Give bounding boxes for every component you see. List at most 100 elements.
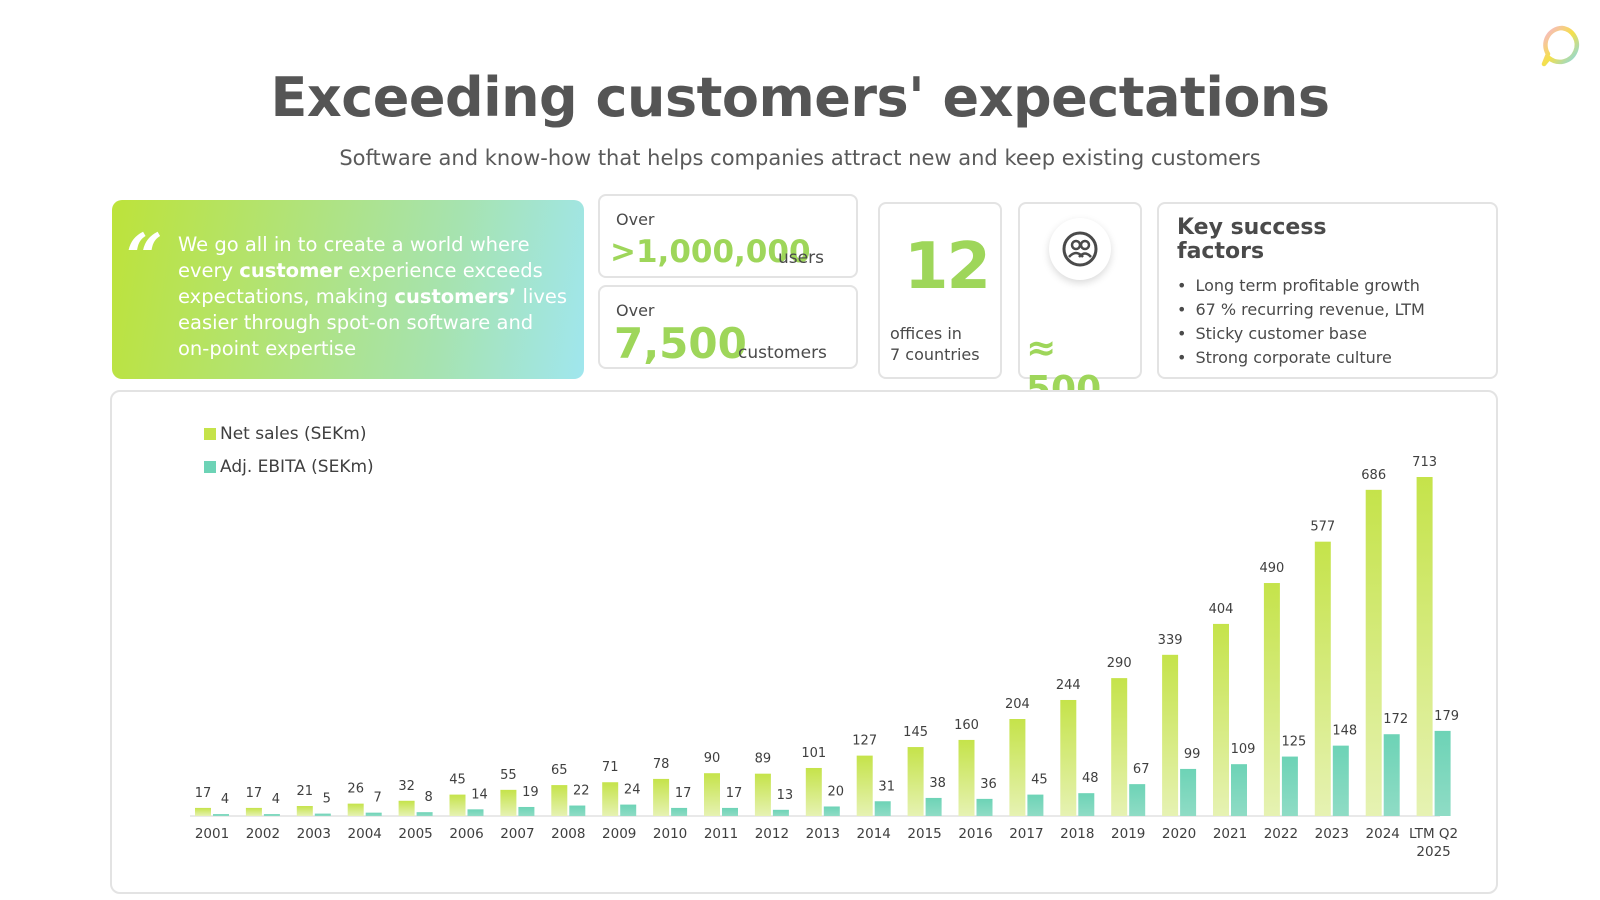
data-label-ebita: 38: [929, 776, 946, 791]
data-label-ebita: 48: [1082, 771, 1099, 786]
bar-ebita: [1027, 794, 1044, 816]
bar-ebita: [569, 805, 586, 816]
bar-ebita: [1129, 784, 1146, 816]
kpi-users-value: >1,000,000: [610, 234, 811, 270]
kpi-customers-unit: customers: [738, 343, 827, 363]
x-tick-label: 2001: [195, 826, 229, 842]
data-label-ebita: 7: [374, 791, 382, 806]
data-label-net-sales: 204: [1005, 697, 1030, 712]
bar-ebita: [772, 809, 789, 816]
x-tick-label: 2004: [348, 826, 382, 842]
bar-ebita: [976, 798, 993, 816]
bar-ebita: [518, 806, 535, 816]
data-label-ebita: 20: [828, 784, 845, 799]
legend-swatch-net-sales: [204, 428, 216, 440]
data-label-net-sales: 577: [1310, 520, 1335, 535]
bar-net-sales: [1009, 719, 1026, 816]
x-tick-label: 2015: [907, 826, 941, 842]
data-label-net-sales: 78: [653, 757, 670, 772]
key-success-title-line: factors: [1177, 239, 1265, 264]
quote-emphasis: customer: [239, 259, 343, 282]
bar-net-sales: [1111, 678, 1128, 816]
bar-ebita: [874, 801, 891, 816]
kpi-offices-label-2: 7 countries: [890, 345, 980, 364]
x-tick-label: 2005: [398, 826, 432, 842]
bar-ebita: [467, 809, 484, 816]
x-tick-label: 2010: [653, 826, 687, 842]
data-label-net-sales: 65: [551, 763, 568, 778]
bar-ebita: [1383, 734, 1400, 816]
x-tick-label: 2013: [806, 826, 840, 842]
mission-quote-card: “ We go all in to create a world where e…: [112, 200, 584, 379]
data-label-net-sales: 21: [297, 784, 314, 799]
x-tick-label: 2009: [602, 826, 636, 842]
data-label-net-sales: 339: [1158, 633, 1183, 648]
data-label-net-sales: 290: [1107, 656, 1132, 671]
x-tick-label: 2016: [958, 826, 992, 842]
x-tick-label: LTM Q2: [1409, 826, 1458, 842]
data-label-net-sales: 17: [246, 786, 263, 801]
key-success-title: Key success factors: [1177, 216, 1377, 264]
bar-ebita: [671, 807, 688, 816]
page-title: Exceeding customers' expectations: [270, 66, 1330, 129]
data-label-net-sales: 490: [1259, 561, 1284, 576]
company-logo: [1541, 25, 1579, 67]
bar-net-sales: [1365, 489, 1382, 816]
key-success-factors-card: Key success factors Long term profitable…: [1157, 202, 1498, 379]
x-tick-label: 2019: [1111, 826, 1145, 842]
bar-net-sales: [754, 773, 771, 816]
bar-net-sales: [958, 739, 975, 816]
data-label-ebita: 13: [777, 788, 794, 803]
x-tick-label: 2025: [1416, 844, 1450, 860]
data-label-ebita: 148: [1332, 724, 1357, 739]
x-tick-label: 2003: [297, 826, 331, 842]
bar-net-sales: [245, 807, 262, 816]
data-label-net-sales: 160: [954, 718, 979, 733]
data-label-net-sales: 145: [903, 725, 928, 740]
x-tick-label: 2008: [551, 826, 585, 842]
quote-part: lives easier through spot-on software an…: [178, 285, 568, 360]
bar-net-sales: [856, 755, 873, 816]
data-label-net-sales: 32: [398, 779, 415, 794]
data-label-ebita: 4: [272, 792, 280, 807]
data-label-ebita: 99: [1184, 747, 1201, 762]
data-label-net-sales: 55: [500, 768, 517, 783]
legend-ebita: Adj. EBITA (SEKm): [204, 457, 374, 477]
bar-net-sales: [907, 747, 924, 816]
bar-net-sales: [1314, 541, 1331, 816]
quote-part: experience exceeds expectations, making: [178, 259, 543, 308]
data-label-ebita: 19: [522, 785, 539, 800]
data-label-ebita: 5: [323, 792, 331, 807]
legend-net-sales: Net sales (SEKm): [204, 424, 366, 444]
data-label-ebita: 17: [675, 786, 692, 801]
x-tick-label: 2018: [1060, 826, 1094, 842]
data-label-net-sales: 90: [704, 751, 721, 766]
bar-ebita: [620, 804, 637, 816]
list-item: 67 % recurring revenue, LTM: [1177, 298, 1424, 322]
x-tick-label: 2017: [1009, 826, 1043, 842]
kpi-offices-value: 12: [904, 230, 991, 304]
kpi-offices-card: 12 offices in 7 countries: [878, 202, 1002, 379]
bar-ebita: [365, 812, 382, 816]
legend-label-ebita: Adj. EBITA (SEKm): [220, 457, 374, 477]
x-tick-label: 2012: [755, 826, 789, 842]
bar-chart: 17 4 2001 17 4 2002 21 5 2003 26 7 2004 32 8 2005 45 14 2…: [190, 455, 1459, 860]
data-label-ebita: 67: [1133, 762, 1150, 777]
data-label-ebita: 125: [1281, 735, 1306, 750]
bar-net-sales: [1416, 477, 1433, 816]
x-tick-label: 2020: [1162, 826, 1196, 842]
data-label-ebita: 36: [980, 777, 997, 792]
bar-ebita: [925, 797, 942, 816]
data-label-ebita: 22: [573, 784, 590, 799]
data-label-ebita: 8: [424, 790, 432, 805]
page-subtitle: Software and know-how that helps compani…: [339, 146, 1261, 170]
bar-ebita: [263, 814, 280, 816]
x-tick-label: 2006: [449, 826, 483, 842]
data-label-ebita: 45: [1031, 773, 1048, 788]
x-tick-label: 2021: [1213, 826, 1247, 842]
x-tick-label: 2007: [500, 826, 534, 842]
bar-net-sales: [449, 794, 466, 816]
bar-net-sales: [1162, 654, 1179, 816]
key-success-title-line: Key success: [1177, 215, 1327, 240]
data-label-net-sales: 71: [602, 760, 619, 775]
